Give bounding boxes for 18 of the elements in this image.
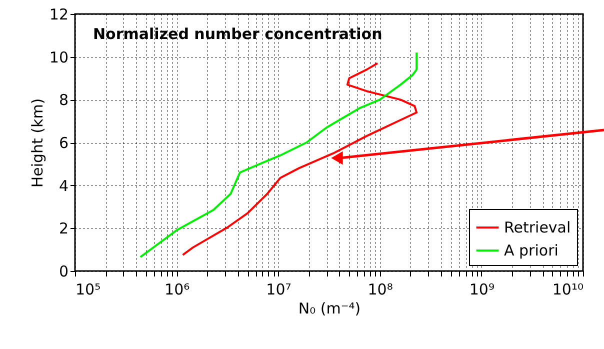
y-tick-label: 0 — [58, 262, 68, 280]
y-tick-label: 10 — [49, 48, 68, 66]
x-tick-label: 10⁹ — [469, 280, 494, 298]
y-tick-label: 6 — [58, 134, 68, 152]
x-tick-label: 10⁷ — [266, 280, 292, 298]
y-tick-label: 8 — [58, 91, 68, 110]
y-tick-label: 2 — [58, 220, 68, 238]
x-tick-label: 10⁸ — [368, 280, 393, 298]
x-tick-label: 10¹⁰ — [552, 280, 584, 298]
x-tick-label: 10⁵ — [76, 280, 101, 298]
x-axis-title: N₀ (m⁻⁴) — [298, 300, 361, 318]
x-tick-label: 10⁶ — [164, 280, 190, 298]
text: Normalized number concentration — [93, 25, 382, 43]
y-axis-title: Height (km) — [28, 98, 46, 188]
legend-label: A priori — [504, 242, 558, 260]
legend-label: Retrieval — [504, 218, 571, 236]
y-tick-label: 12 — [49, 6, 68, 24]
y-tick-label: 4 — [58, 176, 68, 195]
